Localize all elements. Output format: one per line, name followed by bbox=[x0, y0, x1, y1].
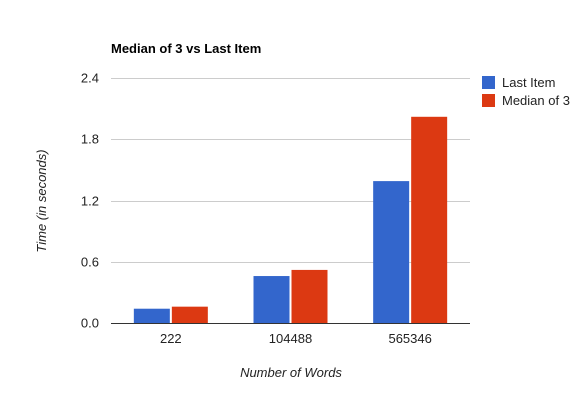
x-tick-label: 222 bbox=[160, 331, 182, 346]
y-tick-label: 0.6 bbox=[81, 255, 99, 270]
bar-median-of-3-222[interactable] bbox=[171, 306, 208, 323]
x-tick-label: 565346 bbox=[388, 331, 431, 346]
chart-title: Median of 3 vs Last Item bbox=[111, 41, 261, 56]
gridlines bbox=[111, 78, 470, 263]
legend-item-last-item[interactable]: Last Item bbox=[482, 75, 555, 90]
bar-median-of-3-565346[interactable] bbox=[411, 116, 448, 324]
legend-swatch bbox=[482, 94, 495, 107]
y-tick-label: 0.0 bbox=[81, 316, 99, 331]
bar-median-of-3-104488[interactable] bbox=[291, 269, 328, 323]
bars bbox=[111, 116, 470, 324]
legend: Last Item Median of 3 bbox=[482, 75, 570, 108]
bar-last-item-565346[interactable] bbox=[373, 181, 410, 323]
bar-last-item-222[interactable] bbox=[133, 308, 170, 323]
legend-item-median-of-3[interactable]: Median of 3 bbox=[482, 93, 570, 108]
y-tick-label: 1.8 bbox=[81, 132, 99, 147]
y-tick-label: 1.2 bbox=[81, 194, 99, 209]
y-axis-title: Time (in seconds) bbox=[34, 149, 49, 252]
x-axis-title: Number of Words bbox=[240, 365, 342, 380]
y-tick-label: 2.4 bbox=[81, 71, 99, 86]
legend-label: Last Item bbox=[502, 75, 555, 90]
x-tick-labels: 222 104488 565346 bbox=[160, 331, 432, 346]
y-tick-labels: 0.0 0.6 1.2 1.8 2.4 bbox=[81, 71, 99, 331]
x-tick-label: 104488 bbox=[269, 331, 312, 346]
legend-label: Median of 3 bbox=[502, 93, 570, 108]
legend-swatch bbox=[482, 76, 495, 89]
bar-last-item-104488[interactable] bbox=[253, 276, 290, 323]
